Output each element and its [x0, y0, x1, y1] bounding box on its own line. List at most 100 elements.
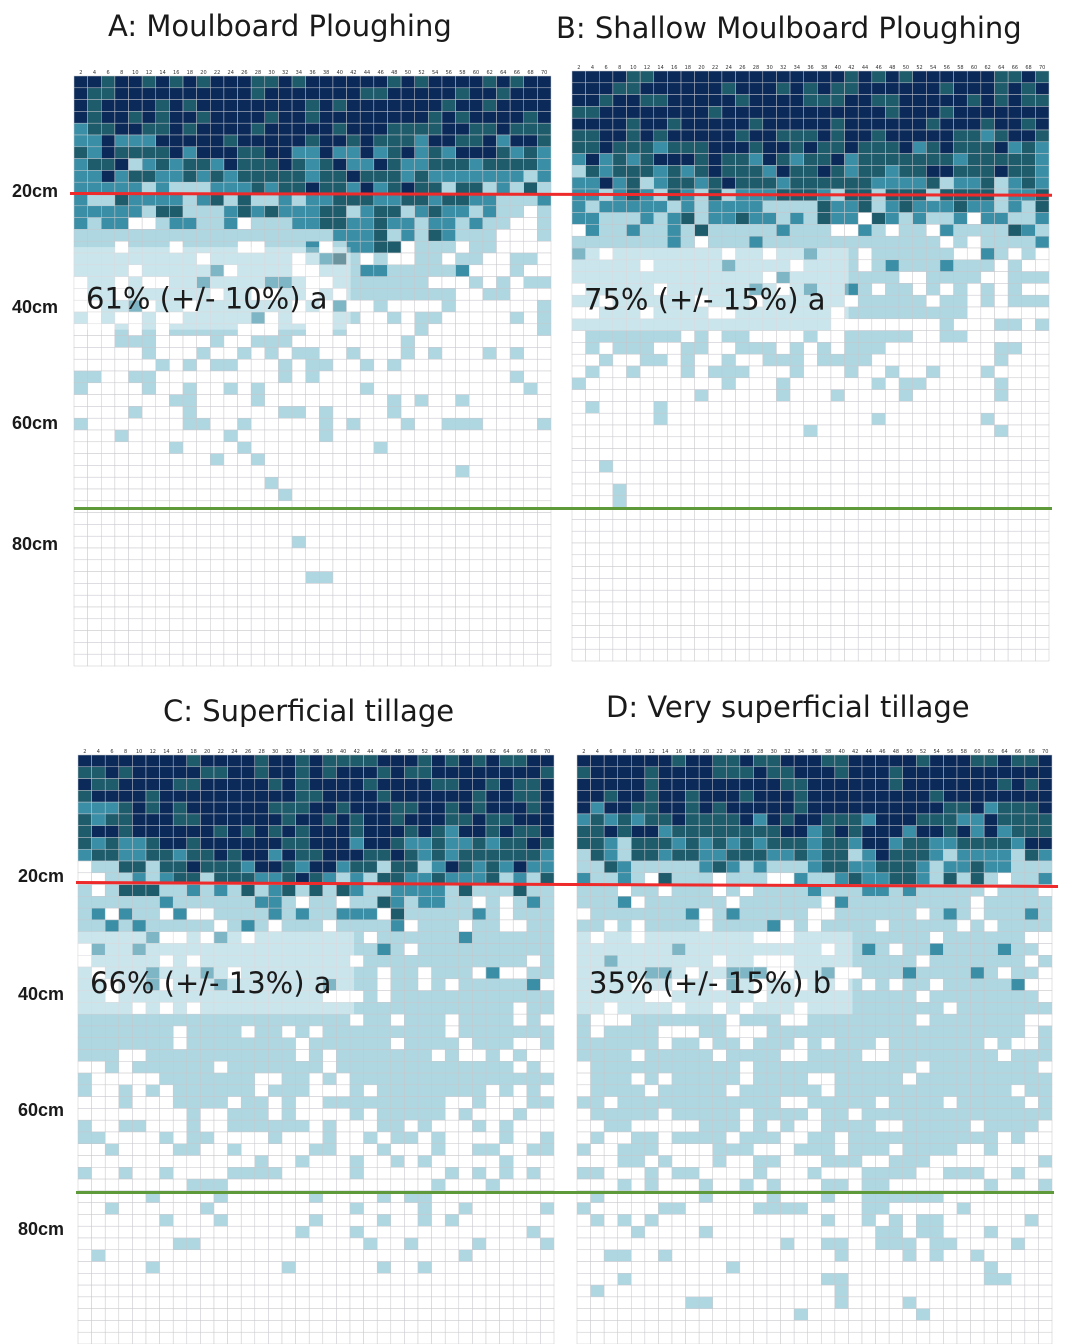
heatmap-cell	[667, 460, 682, 473]
heatmap-cell	[319, 394, 334, 407]
heatmap-cell	[390, 931, 405, 944]
heatmap-cell	[762, 235, 777, 249]
heatmap-cell	[441, 642, 456, 655]
heatmap-cell	[468, 642, 484, 655]
heatmap-cell	[132, 837, 147, 850]
heatmap-cell	[141, 382, 157, 395]
heatmap-cell	[540, 931, 555, 944]
heatmap-cell	[295, 884, 310, 897]
heatmap-cell	[349, 907, 364, 921]
heatmap-cell	[155, 653, 170, 667]
heatmap-cell	[118, 1214, 133, 1227]
heatmap-cell	[776, 471, 791, 485]
heatmap-cell	[169, 559, 184, 572]
heatmap-cell	[319, 476, 334, 490]
heatmap-cell	[585, 212, 600, 225]
heatmap-cell	[485, 978, 500, 991]
heatmap-cell	[305, 512, 320, 525]
heatmap-cell	[871, 471, 886, 485]
heatmap-cell	[472, 825, 487, 838]
heatmap-cell	[926, 601, 941, 615]
heatmap-cell	[400, 193, 415, 207]
heatmap-cell	[455, 358, 470, 372]
heatmap-cell	[721, 460, 736, 473]
heatmap-cell	[526, 754, 541, 768]
heatmap-cell	[885, 106, 900, 119]
heatmap-cell	[789, 542, 804, 556]
heatmap-cell	[373, 630, 388, 643]
heatmap-cell	[141, 594, 157, 608]
heatmap-cell	[496, 571, 511, 584]
heatmap-cell	[387, 417, 402, 431]
heatmap-cell	[128, 75, 143, 89]
heatmap-cell	[319, 429, 334, 443]
heatmap-cell	[626, 401, 641, 414]
heatmap-cell	[444, 778, 460, 791]
heatmap-cell	[1007, 153, 1022, 166]
heatmap-cell	[458, 1002, 473, 1015]
heatmap-cell	[667, 648, 682, 662]
heatmap-cell	[414, 75, 429, 89]
heatmap-cell	[885, 578, 900, 591]
heatmap-cell	[485, 801, 500, 815]
heatmap-cell	[281, 1049, 296, 1062]
heatmap-cell	[332, 417, 347, 431]
heatmap-cell	[523, 335, 538, 348]
heatmap-cell	[295, 1025, 310, 1038]
heatmap-cell	[748, 412, 764, 426]
heatmap-cell	[585, 82, 600, 95]
heatmap-cell	[196, 535, 211, 549]
heatmap-cell	[612, 436, 627, 449]
heatmap-cell	[87, 653, 102, 667]
heatmap-cell	[966, 601, 982, 615]
heatmap-cell	[926, 542, 941, 556]
heatmap-cell	[250, 441, 266, 454]
heatmap-cell	[496, 453, 511, 466]
heatmap-cell	[898, 176, 913, 190]
heatmap-cell	[196, 358, 211, 372]
heatmap-cell	[708, 129, 723, 143]
heatmap-cell	[667, 519, 682, 532]
heatmap-cell	[1021, 613, 1036, 626]
heatmap-cell	[305, 205, 320, 218]
heatmap-cell	[496, 370, 511, 384]
heatmap-cell	[762, 495, 777, 508]
heatmap-cell	[803, 94, 818, 107]
heatmap-cell	[468, 87, 484, 100]
heatmap-cell	[223, 476, 238, 490]
heatmap-cell	[844, 601, 859, 615]
heatmap-cell	[91, 1214, 106, 1227]
heatmap-cell	[278, 417, 293, 431]
heatmap-cell	[885, 259, 900, 272]
heatmap-cell	[237, 606, 252, 620]
heatmap-cell	[468, 252, 484, 266]
heatmap-cell	[400, 87, 415, 100]
heatmap-cell	[857, 70, 873, 84]
heatmap-cell	[87, 406, 102, 419]
heatmap-cell	[346, 488, 361, 502]
heatmap-cell	[526, 919, 541, 932]
heatmap-cell	[735, 235, 750, 249]
heatmap-cell	[898, 578, 913, 591]
heatmap-cell	[240, 907, 256, 921]
heatmap-cell	[512, 1013, 528, 1027]
heatmap-cell	[182, 606, 197, 620]
heatmap-cell	[87, 606, 102, 620]
heatmap-cell	[953, 519, 968, 532]
heatmap-cell	[512, 837, 528, 850]
heatmap-cell	[159, 1061, 174, 1074]
heatmap-cell	[817, 330, 832, 343]
heatmap-cell	[182, 488, 197, 502]
heatmap-cell	[830, 342, 845, 355]
heatmap-cell	[885, 141, 900, 154]
heatmap-cell	[141, 441, 157, 454]
heatmap-cell	[363, 790, 378, 803]
heatmap-cell	[336, 766, 351, 779]
heatmap-cell	[468, 559, 484, 572]
heatmap-cell	[155, 547, 170, 561]
heatmap-cell	[172, 1119, 188, 1133]
heatmap-cell	[653, 200, 668, 213]
heatmap-cell	[939, 495, 954, 508]
heatmap-cell	[468, 205, 484, 218]
heatmap-cell	[735, 82, 750, 95]
